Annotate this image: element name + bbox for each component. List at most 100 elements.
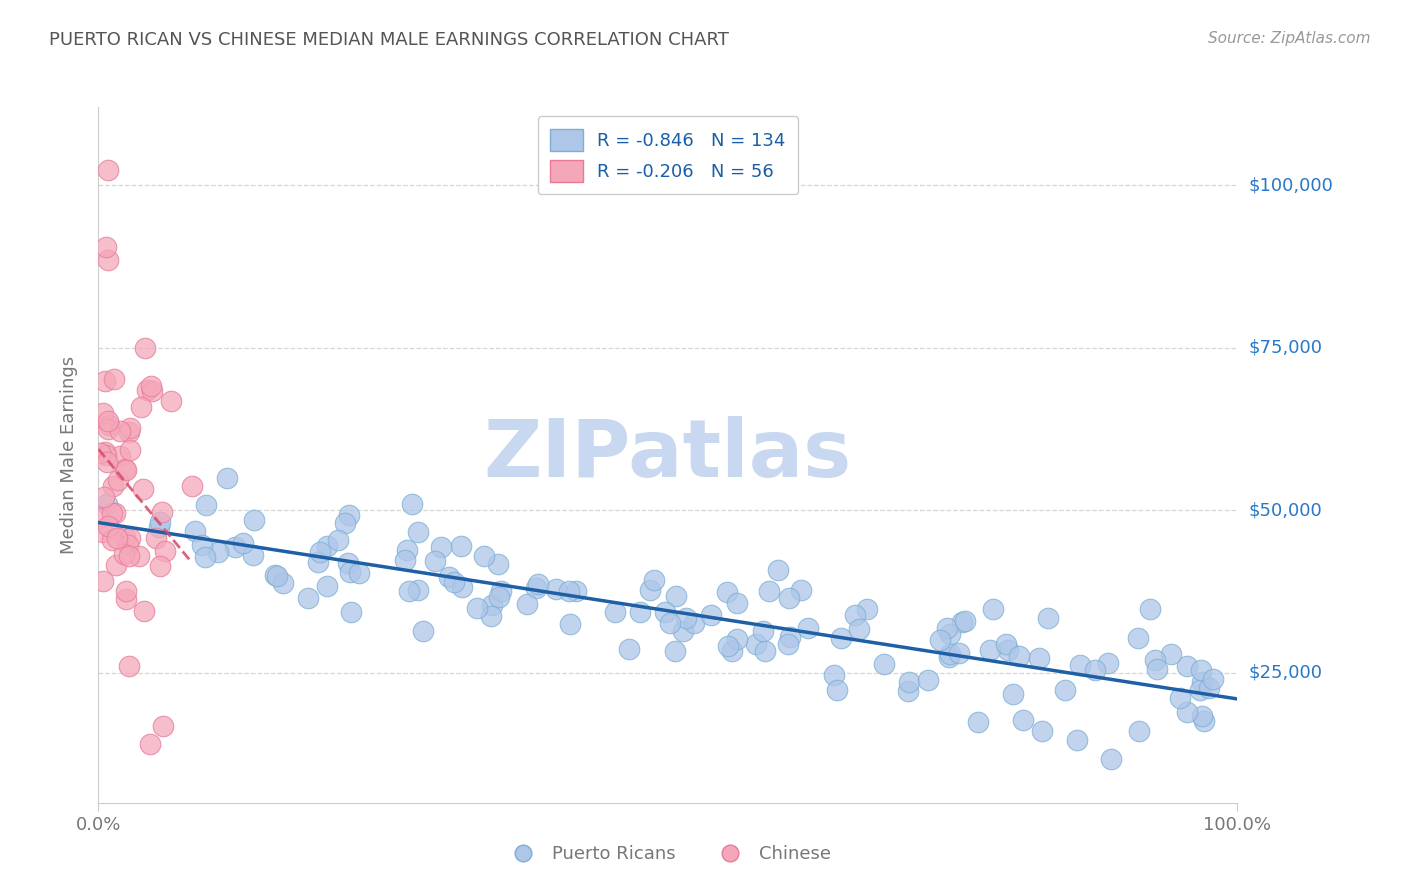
Point (754, 644, 776, 658)
Point (1099, 752, 1122, 766)
Point (997, 643, 1019, 657)
Point (118, 659, 141, 673)
Point (97, 253, 120, 268)
Point (94, 448, 117, 462)
Point (481, 599, 503, 613)
Point (128, 549, 150, 563)
Point (395, 543, 418, 558)
Point (603, 605, 626, 619)
Point (1069, 658, 1091, 673)
Text: ZIPatlas: ZIPatlas (484, 416, 852, 494)
Point (401, 497, 423, 511)
Point (844, 608, 866, 623)
Point (145, 532, 167, 546)
Point (825, 682, 848, 697)
Point (1189, 663, 1212, 677)
Point (1011, 713, 1033, 727)
Point (152, 719, 174, 733)
Point (489, 584, 512, 599)
Point (1175, 659, 1198, 673)
Point (778, 637, 800, 651)
Point (1160, 647, 1182, 661)
Point (412, 624, 434, 638)
Point (725, 595, 748, 609)
Point (1146, 662, 1168, 676)
Point (1188, 683, 1211, 698)
Point (1001, 687, 1024, 701)
Point (224, 540, 246, 554)
Point (450, 539, 472, 553)
Point (928, 632, 950, 647)
Point (347, 566, 370, 581)
Point (120, 421, 142, 435)
Point (1054, 683, 1077, 698)
Point (307, 555, 329, 569)
Point (790, 582, 813, 597)
Point (936, 621, 959, 635)
Point (132, 482, 155, 496)
Point (823, 668, 845, 682)
Point (97, 414, 120, 428)
Point (439, 570, 461, 584)
Point (558, 584, 581, 599)
Point (682, 616, 704, 631)
Text: PUERTO RICAN VS CHINESE MEDIAN MALE EARNINGS CORRELATION CHART: PUERTO RICAN VS CHINESE MEDIAN MALE EARN… (49, 31, 730, 49)
Point (1128, 723, 1150, 738)
Point (89, 511, 111, 525)
Point (316, 539, 339, 553)
Point (751, 624, 773, 639)
Point (994, 637, 1017, 651)
Point (152, 505, 174, 519)
Point (114, 530, 136, 544)
Point (1084, 663, 1107, 677)
Point (337, 556, 360, 570)
Point (139, 379, 162, 393)
Point (108, 450, 131, 464)
Point (721, 644, 744, 658)
Point (917, 673, 939, 687)
Point (443, 574, 465, 589)
Text: $100,000: $100,000 (1249, 176, 1333, 194)
Point (194, 498, 217, 512)
Point (136, 383, 159, 397)
Point (897, 684, 920, 698)
Point (315, 579, 337, 593)
Point (465, 601, 488, 615)
Point (745, 636, 768, 650)
Point (766, 563, 789, 577)
Point (194, 549, 217, 564)
Point (948, 646, 970, 660)
Point (139, 737, 162, 751)
Point (89, 446, 111, 460)
Point (112, 547, 135, 561)
Point (1191, 675, 1213, 690)
Point (848, 622, 870, 636)
Point (97, 417, 120, 432)
Point (97, 163, 120, 178)
Point (101, 479, 124, 493)
Point (232, 536, 254, 550)
Point (479, 608, 502, 623)
Point (242, 513, 264, 527)
Point (134, 342, 156, 356)
Y-axis label: Median Male Earnings: Median Male Earnings (59, 356, 77, 554)
Point (1028, 650, 1050, 665)
Point (184, 524, 207, 538)
Point (796, 621, 818, 635)
Point (979, 643, 1001, 657)
Point (643, 573, 665, 587)
Point (1066, 733, 1088, 747)
Point (658, 615, 681, 630)
Point (953, 614, 976, 628)
Point (101, 506, 124, 520)
Point (326, 533, 349, 548)
Point (1191, 709, 1213, 723)
Point (103, 372, 125, 386)
Point (148, 520, 170, 534)
Point (340, 605, 363, 619)
Point (488, 591, 510, 605)
Point (117, 537, 139, 551)
Point (619, 642, 641, 657)
Point (716, 584, 738, 599)
Point (337, 508, 360, 523)
